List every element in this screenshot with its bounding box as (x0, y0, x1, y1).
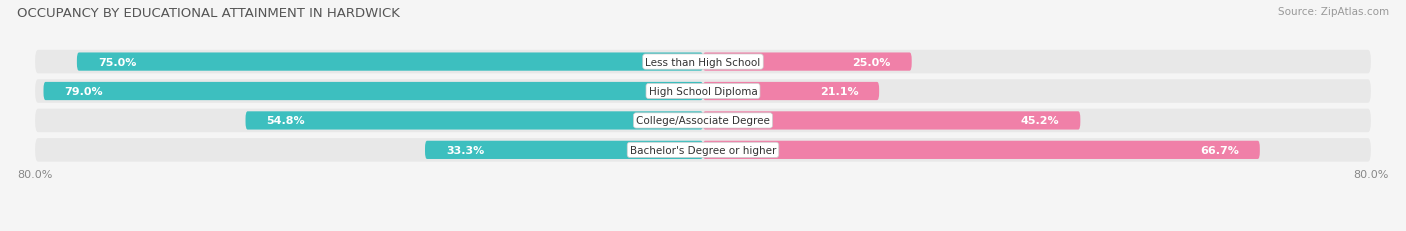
FancyBboxPatch shape (44, 82, 703, 101)
FancyBboxPatch shape (35, 109, 1371, 133)
Text: 79.0%: 79.0% (65, 87, 103, 97)
Text: 33.3%: 33.3% (446, 145, 484, 155)
FancyBboxPatch shape (35, 51, 1371, 74)
Text: 21.1%: 21.1% (820, 87, 858, 97)
Text: Bachelor's Degree or higher: Bachelor's Degree or higher (630, 145, 776, 155)
Text: 25.0%: 25.0% (852, 57, 891, 67)
Text: 54.8%: 54.8% (266, 116, 305, 126)
Legend: Owner-occupied, Renter-occupied: Owner-occupied, Renter-occupied (583, 228, 823, 231)
Text: College/Associate Degree: College/Associate Degree (636, 116, 770, 126)
FancyBboxPatch shape (35, 80, 1371, 103)
FancyBboxPatch shape (703, 112, 1080, 130)
FancyBboxPatch shape (425, 141, 703, 159)
Text: 45.2%: 45.2% (1021, 116, 1060, 126)
Text: High School Diploma: High School Diploma (648, 87, 758, 97)
FancyBboxPatch shape (246, 112, 703, 130)
Text: Less than High School: Less than High School (645, 57, 761, 67)
FancyBboxPatch shape (703, 82, 879, 101)
Text: Source: ZipAtlas.com: Source: ZipAtlas.com (1278, 7, 1389, 17)
FancyBboxPatch shape (35, 139, 1371, 162)
FancyBboxPatch shape (703, 53, 911, 71)
Text: 66.7%: 66.7% (1201, 145, 1239, 155)
FancyBboxPatch shape (77, 53, 703, 71)
Text: OCCUPANCY BY EDUCATIONAL ATTAINMENT IN HARDWICK: OCCUPANCY BY EDUCATIONAL ATTAINMENT IN H… (17, 7, 399, 20)
FancyBboxPatch shape (703, 141, 1260, 159)
Text: 75.0%: 75.0% (98, 57, 136, 67)
